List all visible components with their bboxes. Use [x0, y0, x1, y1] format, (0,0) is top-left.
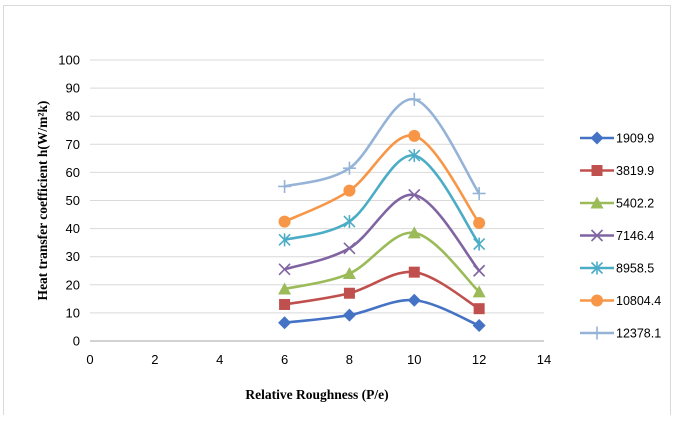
- y-tick-label: 100: [58, 53, 80, 68]
- data-point: [278, 215, 291, 228]
- data-point: [590, 131, 604, 145]
- series-line: [284, 193, 481, 272]
- data-point: [407, 92, 421, 106]
- legend-item: 3819.9: [580, 164, 654, 178]
- y-axis-title: Heat transfer coefficient h(W/m²k): [35, 101, 50, 301]
- y-tick-label: 90: [66, 81, 80, 96]
- x-tick-label: 6: [281, 352, 288, 367]
- data-point: [408, 188, 421, 201]
- x-axis-title: Relative Roughness (P/e): [245, 387, 388, 402]
- x-tick-label: 4: [216, 352, 223, 367]
- legend-item: 5402.2: [580, 196, 654, 211]
- legend-label: 1909.9: [616, 132, 654, 146]
- y-tick-label: 50: [66, 193, 80, 208]
- data-point: [408, 129, 421, 142]
- data-point: [342, 267, 356, 280]
- data-point: [473, 216, 486, 229]
- data-point: [278, 282, 292, 295]
- legend-item: 8958.5: [580, 261, 654, 276]
- data-point: [590, 326, 604, 340]
- series-7146.4: [278, 188, 486, 277]
- x-tick-label: 10: [407, 352, 421, 367]
- legend-label: 5402.2: [616, 197, 654, 211]
- series-12378.1: [278, 92, 486, 200]
- series-line: [284, 231, 481, 293]
- legend-item: 7146.4: [580, 229, 654, 243]
- legend-label: 8958.5: [616, 262, 654, 276]
- y-tick-label: 60: [66, 165, 80, 180]
- data-point: [590, 261, 604, 275]
- gridlines: [90, 59, 544, 314]
- y-tick-label: 40: [66, 221, 80, 236]
- data-point: [408, 266, 420, 278]
- y-tick-label: 70: [66, 137, 80, 152]
- legend-item: 10804.4: [580, 294, 661, 308]
- series-1909.9: [278, 293, 486, 333]
- data-point: [591, 165, 603, 176]
- data-point: [343, 242, 356, 255]
- series-line: [284, 154, 481, 245]
- data-point: [278, 316, 292, 330]
- y-tick-label: 80: [66, 109, 80, 124]
- data-point: [278, 263, 291, 276]
- data-point: [591, 294, 603, 307]
- x-tick-label: 14: [537, 352, 551, 367]
- series-line: [284, 98, 481, 195]
- data-point: [279, 298, 291, 310]
- data-point: [472, 285, 486, 298]
- data-point: [472, 319, 486, 333]
- data-point: [343, 287, 355, 299]
- series-5402.2: [278, 226, 486, 298]
- data-point: [343, 184, 356, 197]
- chart-area: [3, 5, 671, 415]
- data-point: [472, 186, 486, 200]
- series-3819.9: [279, 266, 485, 315]
- x-tick-label: 8: [346, 352, 353, 367]
- series-line: [284, 134, 481, 224]
- y-tick-label: 0: [73, 334, 80, 349]
- series-8958.5: [278, 149, 486, 251]
- legend-label: 10804.4: [616, 294, 661, 308]
- legend-label: 3819.9: [616, 164, 654, 178]
- data-point: [278, 233, 291, 247]
- legend-item: 12378.1: [580, 326, 661, 341]
- legend-label: 12378.1: [616, 327, 661, 341]
- legend: 1909.9 3819.9 5402.2 7146.4 8958.5 10804.4 123…: [580, 131, 661, 341]
- data-point: [343, 215, 356, 229]
- data-point: [473, 303, 485, 315]
- series-group: [278, 92, 486, 333]
- data-point: [278, 179, 292, 193]
- data-point: [407, 293, 421, 307]
- legend-item: 1909.9: [580, 131, 654, 146]
- data-point: [408, 149, 421, 163]
- data-point: [473, 264, 486, 277]
- data-point: [342, 161, 356, 175]
- series-10804.4: [278, 129, 486, 229]
- axes: 0 10 20 30 40 50 60 70 80 90 100 0 2 4 6 8 10 12 14: [58, 53, 551, 368]
- series-line: [284, 298, 480, 327]
- x-tick-label: 2: [151, 352, 158, 367]
- data-point: [473, 237, 486, 251]
- data-point: [407, 226, 421, 239]
- data-point: [590, 196, 604, 209]
- x-tick-label: 0: [86, 352, 93, 367]
- data-point: [590, 229, 604, 242]
- legend-label: 7146.4: [616, 229, 654, 243]
- y-tick-label: 30: [66, 249, 80, 264]
- y-tick-label: 20: [66, 277, 80, 292]
- y-tick-label: 10: [66, 305, 80, 320]
- series-line: [284, 270, 480, 310]
- data-point: [342, 308, 356, 322]
- x-tick-label: 12: [472, 352, 486, 367]
